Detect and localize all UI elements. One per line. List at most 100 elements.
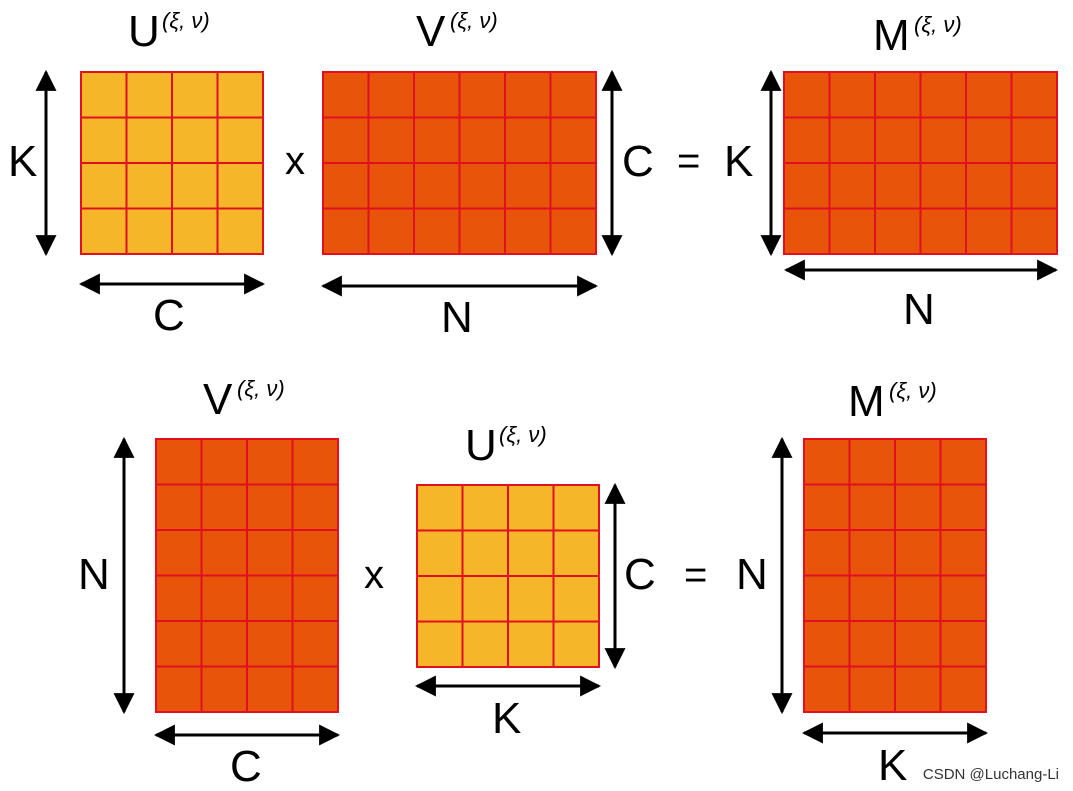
matrix-cell: [939, 438, 987, 486]
matrix-cell: [894, 574, 942, 622]
matrix-m-top-side-label: K: [724, 137, 753, 186]
matrix-u-top-bottom-label: C: [153, 291, 185, 340]
matrix-cell: [803, 574, 851, 622]
matrix-v-top-superscript: (ξ, ν): [450, 8, 498, 33]
matrix-cell: [171, 116, 219, 164]
matrix-cell: [848, 574, 896, 622]
matrix-cell: [413, 162, 461, 210]
matrix-cell: [367, 162, 415, 210]
matrix-cell: [155, 620, 203, 668]
matrix-cell: [367, 116, 415, 164]
matrix-cell: [874, 162, 922, 210]
matrix-cell: [291, 665, 339, 713]
matrix-v-bottom-name: V: [203, 375, 233, 424]
matrix-cell: [939, 529, 987, 577]
matrix-cell: [549, 207, 597, 255]
matrix-cell: [507, 529, 555, 577]
matrix-cell: [874, 207, 922, 255]
matrix-m-bottom-grid: [803, 438, 987, 713]
matrix-m-top-bottom-label: N: [903, 285, 935, 334]
matrix-cell: [504, 162, 552, 210]
matrix-cell: [783, 162, 831, 210]
matrix-v-bottom-superscript: (ξ, ν): [237, 376, 285, 401]
matrix-cell: [291, 438, 339, 486]
matrix-cell: [504, 116, 552, 164]
matrix-cell: [413, 71, 461, 119]
matrix-cell: [1010, 71, 1058, 119]
matrix-cell: [552, 529, 600, 577]
matrix-u-bottom: U (ξ, ν) C K: [414, 421, 656, 743]
matrix-cell: [894, 665, 942, 713]
matrix-cell: [246, 620, 294, 668]
matrix-cell: [848, 483, 896, 531]
matrix-cell: [549, 162, 597, 210]
matrix-cell: [848, 665, 896, 713]
matrix-v-top: V (ξ, ν) C N: [320, 7, 654, 342]
matrix-cell: [458, 162, 506, 210]
matrix-cell: [155, 665, 203, 713]
matrix-cell: [322, 207, 370, 255]
matrix-cell: [246, 665, 294, 713]
matrix-cell: [322, 162, 370, 210]
matrix-cell: [894, 529, 942, 577]
matrix-cell: [919, 207, 967, 255]
matrix-cell: [552, 484, 600, 532]
matrix-cell: [155, 438, 203, 486]
matrix-cell: [171, 207, 219, 255]
matrix-cell: [125, 207, 173, 255]
matrix-cell: [216, 162, 264, 210]
matrix-cell: [803, 438, 851, 486]
matrix-cell: [216, 116, 264, 164]
matrix-cell: [125, 71, 173, 119]
matrix-cell: [939, 665, 987, 713]
matrix-cell: [80, 207, 128, 255]
matrix-m-bottom-side-label: N: [736, 550, 768, 599]
matrix-cell: [1010, 116, 1058, 164]
matrix-cell: [80, 71, 128, 119]
matrix-cell: [367, 71, 415, 119]
matrix-m-top: M (ξ, ν) K N: [724, 11, 1059, 334]
matrix-cell: [803, 620, 851, 668]
matrix-cell: [965, 71, 1013, 119]
matrix-cell: [125, 162, 173, 210]
matrix-cell: [874, 71, 922, 119]
matrix-cell: [367, 207, 415, 255]
matrix-v-top-grid: [322, 71, 597, 255]
matrix-v-bottom-bottom-label: C: [230, 742, 262, 791]
equals-operator-top: =: [677, 139, 700, 183]
matrix-u-bottom-superscript: (ξ, ν): [499, 422, 547, 447]
matrix-cell: [291, 574, 339, 622]
matrix-cell: [894, 438, 942, 486]
matrix-v-top-name: V: [416, 7, 446, 56]
matrix-cell: [894, 620, 942, 668]
matrix-cell: [919, 71, 967, 119]
matrix-cell: [461, 620, 509, 668]
matrix-cell: [458, 116, 506, 164]
matrix-m-bottom-bottom-label: K: [878, 741, 907, 790]
matrix-cell: [965, 207, 1013, 255]
matrix-cell: [828, 207, 876, 255]
matrix-cell: [200, 483, 248, 531]
matrix-v-top-right-label: C: [622, 137, 654, 186]
matrix-m-top-grid: [783, 71, 1058, 255]
matrix-cell: [171, 162, 219, 210]
multiply-operator-top: x: [285, 139, 305, 183]
matrix-cell: [507, 620, 555, 668]
matrix-cell: [783, 207, 831, 255]
matrix-cell: [549, 71, 597, 119]
matrix-cell: [552, 575, 600, 623]
matrix-cell: [803, 483, 851, 531]
matrix-cell: [939, 483, 987, 531]
matrix-cell: [894, 483, 942, 531]
matrix-cell: [155, 574, 203, 622]
matrix-cell: [200, 620, 248, 668]
matrix-cell: [965, 116, 1013, 164]
matrix-cell: [828, 71, 876, 119]
matrix-cell: [965, 162, 1013, 210]
matrix-cell: [216, 207, 264, 255]
matrix-v-bottom-side-label: N: [78, 550, 110, 599]
matrix-cell: [216, 71, 264, 119]
matrix-cell: [246, 574, 294, 622]
matrix-cell: [504, 71, 552, 119]
matrix-cell: [246, 529, 294, 577]
